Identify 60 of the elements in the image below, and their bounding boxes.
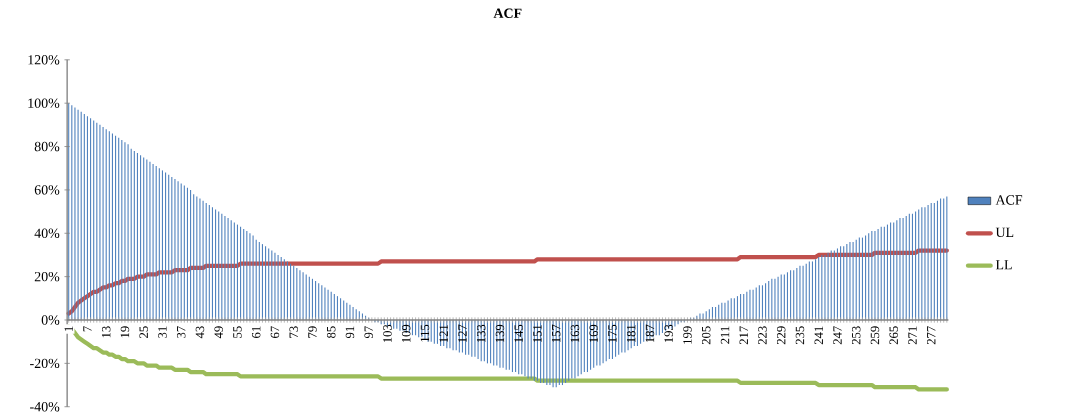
x-tick-label: 91 <box>345 326 355 339</box>
x-tick-label: 133 <box>476 324 486 343</box>
x-tick-label: 61 <box>251 326 261 339</box>
x-tick-label: 223 <box>758 326 767 345</box>
x-tick-label: 19 <box>120 326 130 338</box>
x-tick-label: 271 <box>908 326 917 345</box>
x-tick-label: 97 <box>364 326 373 339</box>
x-tick-label: 73 <box>289 326 298 338</box>
x-tick-label: 241 <box>814 326 823 345</box>
x-tick-label: 127 <box>458 324 467 343</box>
x-tick-label: 151 <box>533 325 542 343</box>
y-tick-label: 100% <box>28 98 60 109</box>
x-tick-label: 43 <box>195 326 205 339</box>
x-tick-label: 259 <box>870 326 880 345</box>
x-tick-label: 211 <box>720 326 730 344</box>
legend-label: ACF <box>995 195 1023 205</box>
y-tick-label: 120% <box>28 55 60 65</box>
x-tick-label: 181 <box>626 325 636 343</box>
y-tick-label: 20% <box>34 272 60 282</box>
y-tick-label: 60% <box>34 185 60 195</box>
x-tick-label: 13 <box>101 326 111 338</box>
x-tick-label: 175 <box>608 324 617 343</box>
x-tick-label: 229 <box>776 326 786 345</box>
x-tick-label: 79 <box>308 326 317 338</box>
x-tick-label: 217 <box>739 326 748 345</box>
x-tick-label: 193 <box>664 324 673 343</box>
chart-title: ACF <box>493 8 522 19</box>
x-tick-label: 235 <box>795 326 805 345</box>
x-tick-label: 205 <box>701 326 711 345</box>
x-tick-label: 157 <box>551 324 561 343</box>
x-tick-label: 103 <box>383 324 392 343</box>
y-tick-label: 80% <box>34 141 60 152</box>
x-tick-label: 163 <box>570 324 580 343</box>
x-tick-label: 169 <box>589 324 598 343</box>
legend-label: UL <box>995 227 1014 238</box>
x-tick-label: 253 <box>851 326 861 345</box>
x-tick-label: 55 <box>233 326 242 338</box>
y-tick-label: 0% <box>41 315 60 325</box>
legend-label: LL <box>995 260 1012 270</box>
x-tick-label: 7 <box>83 326 92 332</box>
x-tick-label: 145 <box>514 324 523 343</box>
x-tick-label: 37 <box>176 326 186 339</box>
x-tick-label: 109 <box>401 324 411 343</box>
x-tick-label: 49 <box>214 326 223 339</box>
x-tick-label: 199 <box>683 326 692 344</box>
y-tick-label: -20% <box>30 358 60 369</box>
x-tick-label: 67 <box>270 326 280 339</box>
x-tick-label: 1 <box>64 326 73 332</box>
x-tick-label: 85 <box>326 326 336 339</box>
x-tick-label: 121 <box>439 325 448 343</box>
y-tick-label: 40% <box>34 228 60 239</box>
x-tick-label: 25 <box>139 326 148 339</box>
x-tick-label: 247 <box>833 326 842 345</box>
x-tick-label: 115 <box>420 324 430 342</box>
x-tick-label: 187 <box>645 324 655 343</box>
y-tick-label: -40% <box>30 402 60 412</box>
x-tick-label: 265 <box>889 326 898 345</box>
x-tick-label: 277 <box>927 326 936 345</box>
x-tick-label: 139 <box>495 324 505 343</box>
x-tick-label: 31 <box>158 326 167 339</box>
